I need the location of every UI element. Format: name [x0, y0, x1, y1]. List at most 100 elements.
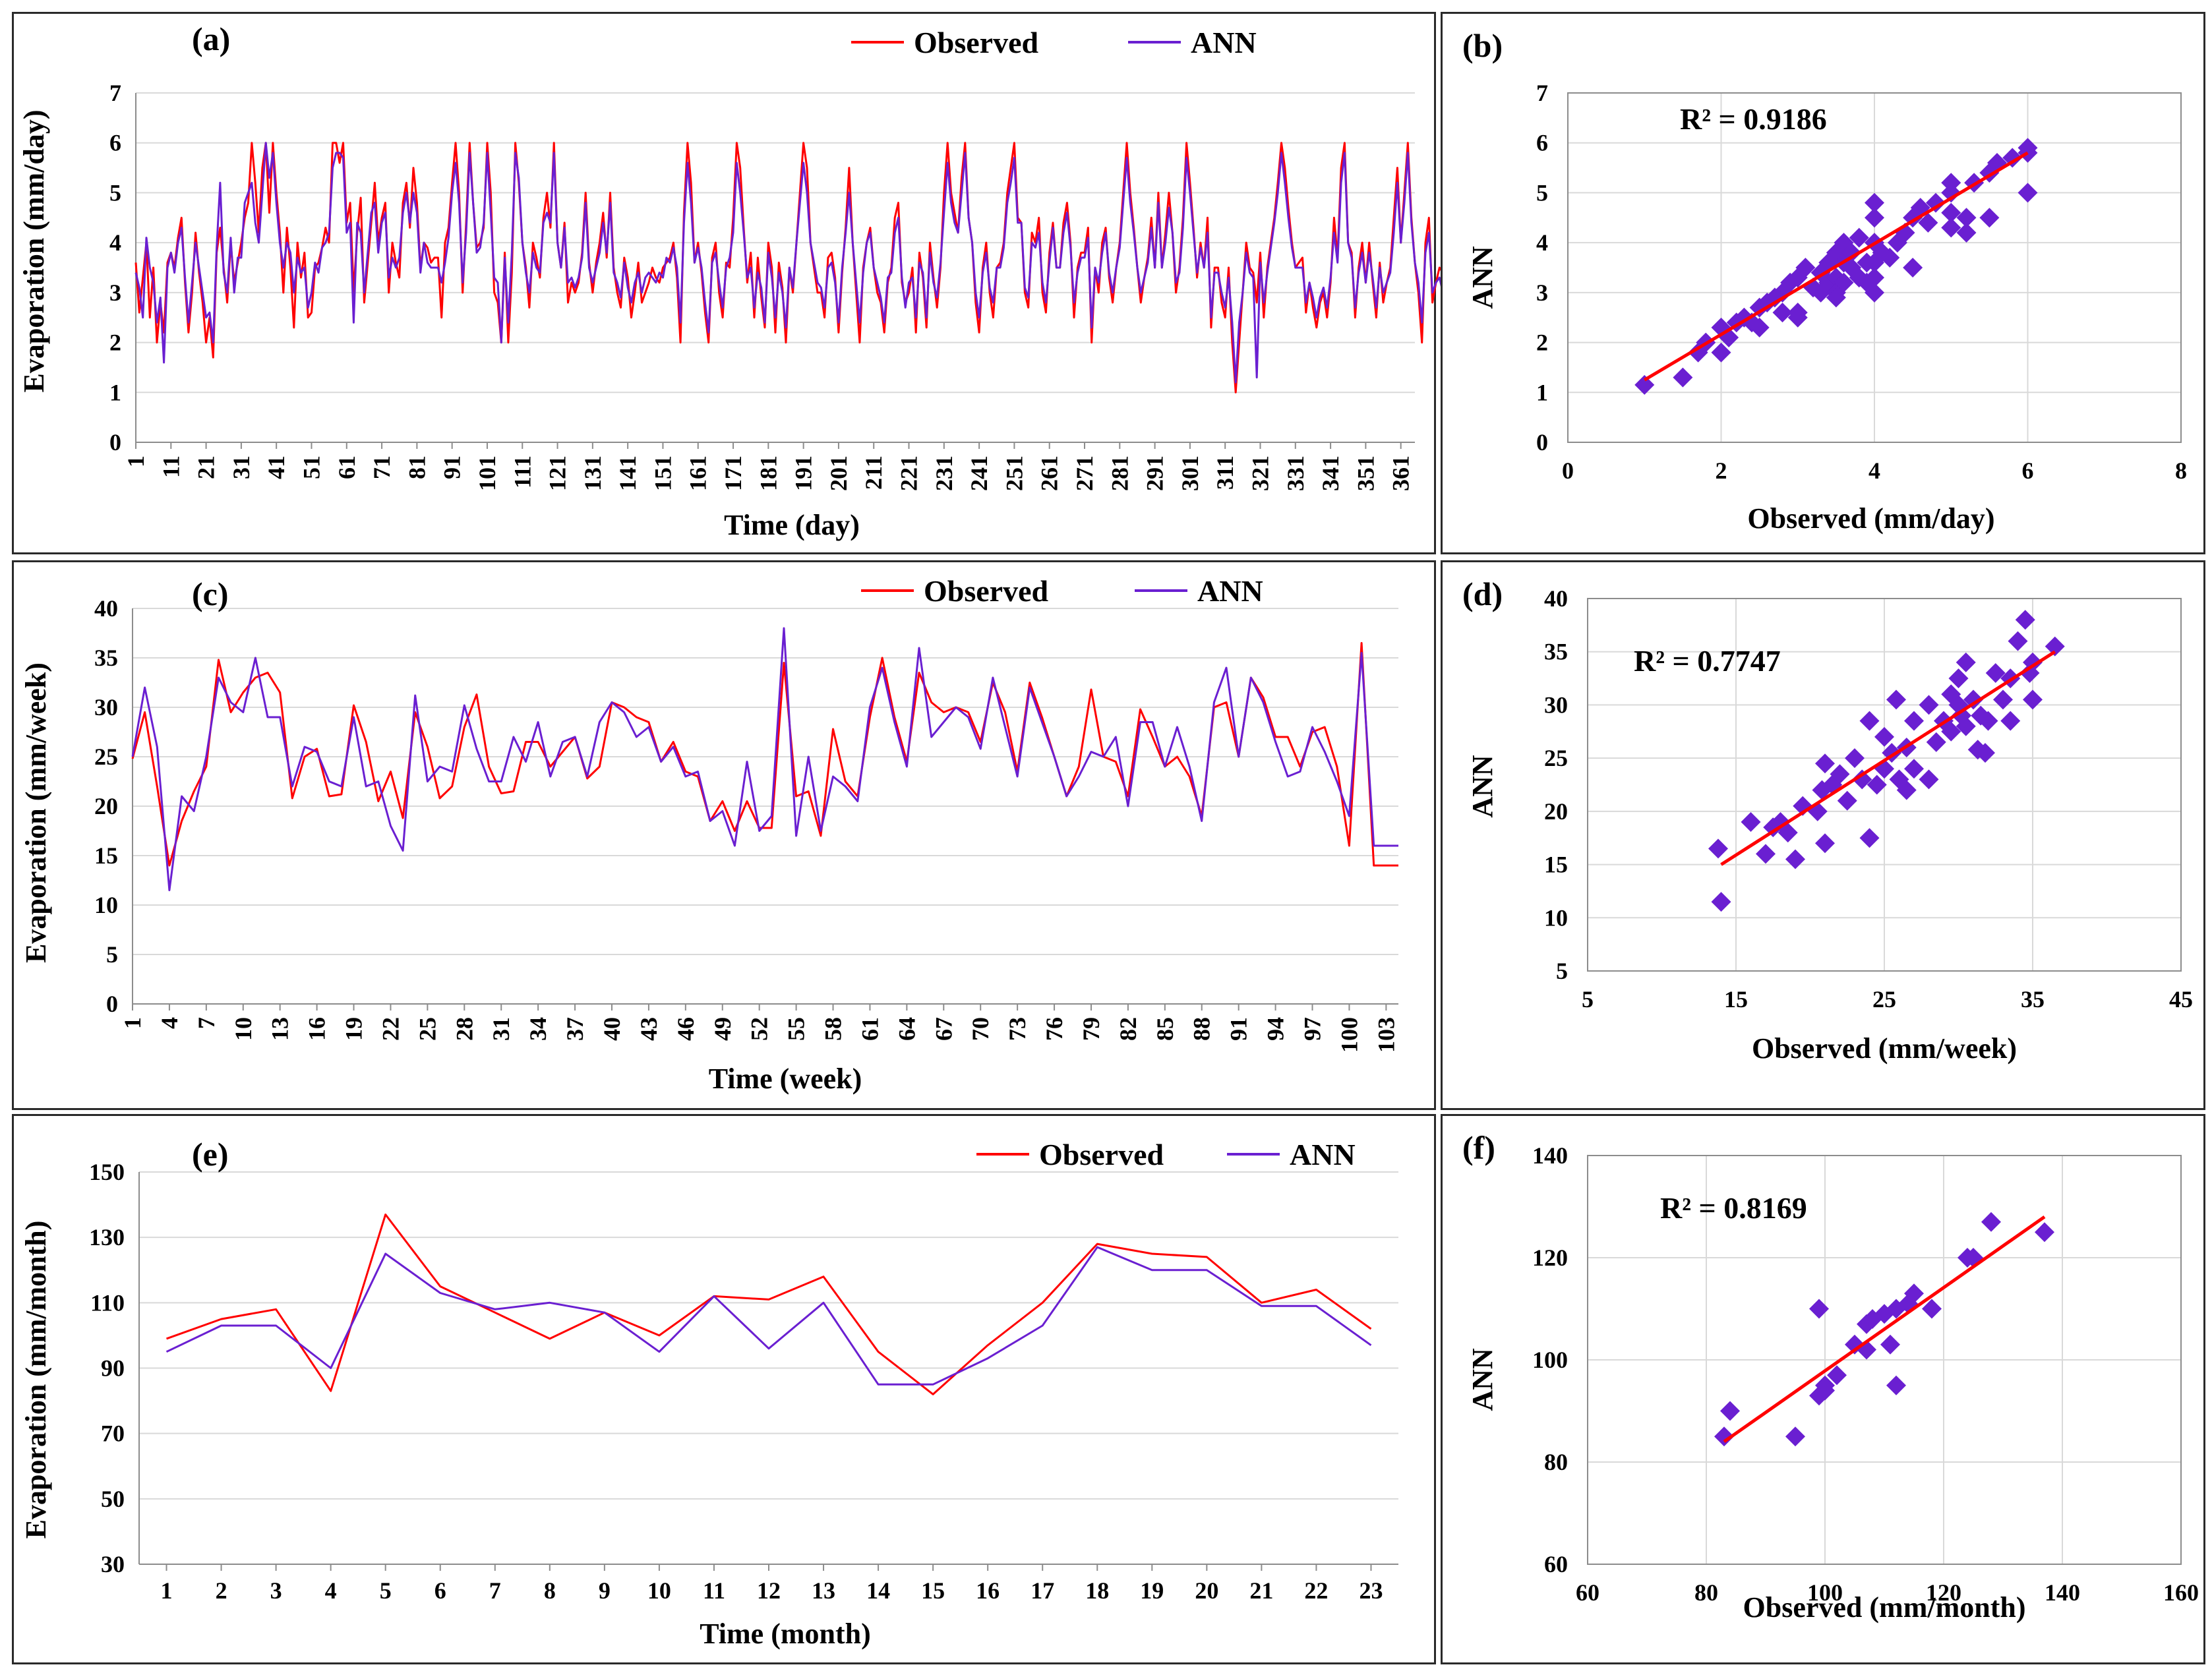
x-tick-label-a: 191 — [791, 455, 817, 491]
data-point-f — [1815, 1380, 1835, 1401]
data-point-b — [1634, 374, 1655, 395]
data-point-d — [1778, 823, 1798, 843]
data-point-b — [1956, 208, 1977, 228]
y-tick-label-c: 35 — [94, 645, 118, 671]
x-tick-label-d: 15 — [1724, 986, 1748, 1012]
x-tick-label-a: 21 — [193, 455, 220, 479]
data-point-d — [2015, 610, 2035, 630]
x-tick-label-a: 221 — [896, 455, 922, 491]
x-tick-label-c: 49 — [709, 1017, 736, 1041]
panel-d: 5 15 25 35 45 5 10 15 20 25 30 35 40 R² = 0.7747 (d) Ob… — [1441, 560, 2205, 1110]
x-tick-label-c: 70 — [967, 1017, 994, 1041]
data-point-d — [2023, 652, 2043, 672]
x-axis-label-d: Observed (mm/week) — [1752, 1032, 2017, 1065]
x-tick-label-a: 91 — [439, 455, 465, 479]
x-tick-label-e: 9 — [599, 1577, 611, 1604]
y-tick-label-a: 6 — [109, 130, 121, 156]
x-tick-label-c: 4 — [156, 1017, 183, 1029]
y-tick-label-d: 35 — [1544, 639, 1568, 665]
y-tick-label-c: 10 — [94, 892, 118, 918]
panel-c: 0 5 10 15 20 25 30 35 40 1 4 7 10 13 16 19 22 25 28 31 34 37 4… — [12, 560, 1436, 1110]
x-tick-label-c: 61 — [856, 1017, 883, 1041]
data-point-b — [1941, 173, 1961, 193]
x-tick-label-a: 171 — [720, 455, 746, 491]
x-axis-label-e: Time (month) — [700, 1618, 871, 1650]
x-tick-label-c: 73 — [1004, 1017, 1031, 1041]
x-tick-label-c: 85 — [1152, 1017, 1178, 1041]
data-point-d — [1874, 759, 1894, 779]
data-point-d — [2023, 689, 2043, 710]
x-tick-label-e: 4 — [325, 1577, 337, 1604]
legend-label-observed-e: Observed — [1039, 1138, 1164, 1171]
y-tick-label-b: 0 — [1536, 429, 1548, 455]
x-tick-label-c: 43 — [636, 1017, 662, 1041]
data-point-d — [1919, 695, 1939, 715]
y-tick-label-a: 7 — [109, 80, 121, 106]
data-point-f — [1720, 1401, 1740, 1421]
x-tick-label-e: 19 — [1140, 1577, 1164, 1604]
x-tick-label-a: 361 — [1388, 455, 1414, 491]
trendline-d — [1720, 650, 2056, 866]
data-point-d — [1956, 652, 1976, 672]
panel-label-a: (a) — [192, 20, 230, 57]
data-point-f — [1981, 1212, 2001, 1232]
x-tick-label-e: 5 — [380, 1577, 392, 1604]
x-tick-label-e: 17 — [1031, 1577, 1054, 1604]
data-point-b — [1849, 227, 1869, 248]
y-tick-label-d: 10 — [1544, 904, 1568, 931]
x-tick-label-e: 8 — [544, 1577, 556, 1604]
x-tick-label-c: 52 — [746, 1017, 773, 1041]
y-tick-label-f: 80 — [1544, 1449, 1568, 1475]
x-tick-label-a: 311 — [1212, 455, 1238, 490]
data-point-d — [1763, 817, 1783, 838]
x-tick-label-c: 76 — [1041, 1017, 1067, 1041]
x-tick-label-e: 1 — [161, 1577, 173, 1604]
x-tick-label-a: 71 — [369, 455, 395, 479]
data-point-d — [1815, 753, 1835, 774]
y-axis-label-a: Evaporation (mm/day) — [18, 110, 50, 393]
x-tick-label-a: 351 — [1352, 455, 1379, 491]
data-point-b — [1787, 307, 1808, 328]
data-point-f — [1880, 1334, 1900, 1355]
y-tick-label-c: 5 — [106, 941, 118, 968]
x-tick-label-e: 22 — [1304, 1577, 1328, 1604]
x-tick-label-f: 140 — [2045, 1579, 2080, 1606]
plot-frame-d — [1587, 598, 2182, 972]
data-point-d — [1948, 668, 1969, 689]
x-tick-label-c: 1 — [119, 1017, 146, 1029]
data-point-b — [1826, 287, 1846, 308]
x-tick-label-f: 100 — [1807, 1579, 1843, 1606]
data-point-d — [1904, 711, 1924, 731]
x-tick-label-a: 271 — [1071, 455, 1098, 491]
data-point-f — [1714, 1426, 1734, 1447]
legend-label-ann-a: ANN — [1191, 26, 1257, 59]
y-tick-label-a: 5 — [109, 179, 121, 206]
x-tick-label-a: 201 — [825, 455, 852, 491]
r-squared-label-f: R² = 0.8169 — [1660, 1191, 1807, 1225]
data-point-b — [1941, 202, 1961, 223]
y-axis-label-d: ANN — [1466, 755, 1499, 818]
x-tick-label-a: 261 — [1036, 455, 1063, 491]
x-tick-label-a: 211 — [860, 455, 887, 490]
y-tick-label-a: 1 — [109, 379, 121, 405]
x-tick-label-c: 37 — [562, 1017, 588, 1041]
x-tick-label-e: 16 — [976, 1577, 1000, 1604]
x-tick-label-a: 31 — [228, 455, 254, 479]
data-point-d — [2045, 636, 2065, 657]
data-point-d — [1948, 695, 1969, 715]
data-point-d — [1815, 833, 1835, 854]
x-tick-label-a: 301 — [1177, 455, 1203, 491]
x-tick-label-e: 14 — [866, 1577, 890, 1604]
data-point-d — [1812, 780, 1832, 800]
x-axis-label-b: Observed (mm/day) — [1747, 502, 1994, 535]
data-point-b — [1772, 303, 1793, 323]
data-point-d — [1837, 790, 1857, 811]
y-tick-label-e: 150 — [89, 1159, 125, 1185]
panel-b: 0 2 4 6 8 0 1 2 3 4 5 6 7 R² = 0.9186 (b) Observed (mm/… — [1441, 12, 2205, 554]
data-point-d — [1852, 769, 1872, 790]
x-tick-label-c: 64 — [893, 1017, 920, 1041]
data-point-d — [1889, 769, 1909, 790]
x-tick-label-c: 7 — [193, 1017, 220, 1029]
data-point-d — [1711, 892, 1731, 912]
data-point-d — [1741, 812, 1761, 832]
